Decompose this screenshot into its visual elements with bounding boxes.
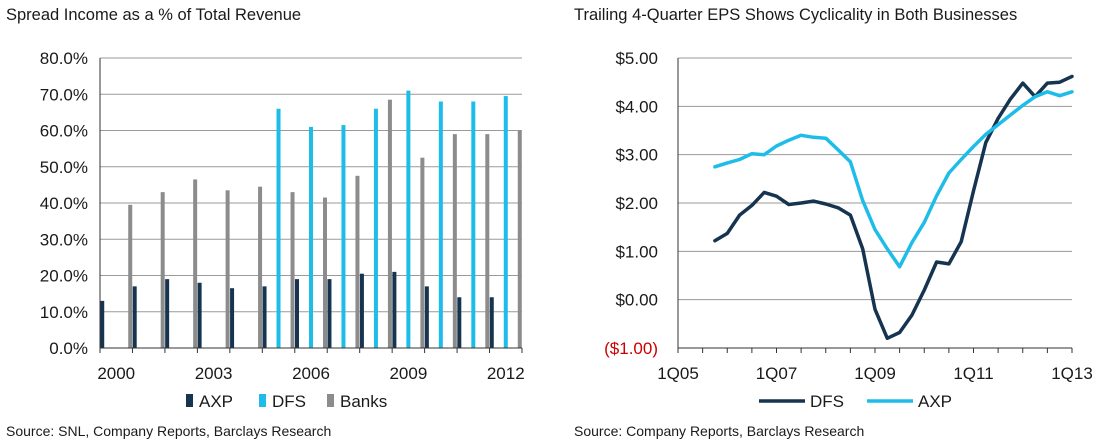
x-tick-label: 2000 (97, 364, 135, 383)
legend-label-axp: AXP (199, 392, 233, 411)
bar-axp (132, 286, 137, 348)
y-tick-label: $0.00 (615, 291, 658, 310)
x-tick-label: 1Q05 (657, 364, 699, 383)
bar-banks (225, 190, 230, 348)
eps-line-chart: ($1.00) $0.00 $1.00 $2.00 $3.00 $4.00 $5.00 1Q0… (604, 49, 1093, 411)
bar-axp (165, 279, 170, 348)
legend-swatch-axp (186, 394, 193, 407)
bar-axp (424, 286, 429, 348)
bar-banks (387, 99, 392, 348)
bar-banks (485, 134, 490, 348)
x-tick-label: 2006 (292, 364, 330, 383)
bar-banks (420, 157, 425, 348)
bar-dfs (341, 125, 346, 348)
x-tick-label: 1Q11 (953, 364, 993, 383)
bar-axp (230, 288, 235, 348)
bar-banks (355, 175, 360, 348)
y-tick-label: $5.00 (615, 49, 658, 68)
eps-chart-panel: Trailing 4-Quarter EPS Shows Cyclicality… (560, 0, 1109, 447)
bar-axp (262, 286, 267, 348)
chart-title-eps: Trailing 4-Quarter EPS Shows Cyclicality… (574, 6, 1018, 24)
y-tick-label: $3.00 (615, 146, 658, 165)
y-tick-label: 30.0% (40, 230, 88, 249)
series-line-dfs (713, 74, 1074, 341)
bar-dfs (471, 101, 476, 348)
bar-axp (392, 271, 397, 348)
y-tick-label: 80.0% (40, 49, 88, 68)
y-tick-label: 60.0% (40, 122, 88, 141)
y-tick-label: 20.0% (40, 267, 88, 286)
legend-label-banks: Banks (340, 392, 387, 411)
legend-swatch-dfs (259, 394, 266, 407)
y-tick-label: 10.0% (40, 303, 88, 322)
bar-banks (193, 179, 198, 348)
bar-banks (517, 130, 522, 348)
bar-dfs (373, 108, 378, 348)
y-tick-label: 40.0% (40, 194, 88, 213)
x-tick-label: 2003 (195, 364, 233, 383)
x-tick-label: 2012 (487, 364, 525, 383)
bar-axp (457, 297, 462, 348)
bar-axp (100, 300, 105, 348)
x-tick-label: 1Q07 (756, 364, 798, 383)
legend-label-axp: AXP (918, 392, 952, 411)
x-tick-label: 1Q13 (1051, 364, 1093, 383)
bar-axp (489, 297, 494, 348)
series-line-axp (713, 90, 1074, 269)
bar-axp (197, 282, 202, 348)
bar-dfs (406, 90, 411, 348)
legend-swatch-banks (327, 394, 334, 407)
bar-dfs (438, 101, 443, 348)
x-tick-label: 1Q09 (854, 364, 896, 383)
bar-banks (128, 204, 133, 348)
chart-source-spread-income: Source: SNL, Company Reports, Barclays R… (6, 423, 332, 439)
bar-axp (327, 279, 332, 348)
y-tick-label: ($1.00) (604, 339, 658, 358)
bar-dfs (503, 96, 508, 348)
y-tick-label: 0.0% (49, 339, 88, 358)
bar-banks (258, 186, 263, 348)
y-tick-label: 50.0% (40, 158, 88, 177)
chart-title-spread-income: Spread Income as a % of Total Revenue (6, 6, 302, 24)
bar-dfs (309, 126, 313, 348)
bar-banks (323, 197, 327, 348)
bar-axp (295, 279, 299, 348)
y-tick-label: $1.00 (615, 242, 658, 261)
y-tick-label: 70.0% (40, 85, 88, 104)
bar-axp (359, 273, 364, 348)
bar-banks (452, 134, 457, 348)
bar-banks (290, 192, 295, 348)
spread-income-chart-panel: Spread Income as a % of Total Revenue 0.… (6, 6, 525, 439)
bar-dfs (276, 108, 281, 348)
legend-label-dfs: DFS (810, 392, 844, 411)
x-tick-label: 2009 (389, 364, 427, 383)
spread-income-bar-chart: 0.0% 10.0% 20.0% 30.0% 40.0% 50.0% 60.0% 70.0% 8… (40, 49, 525, 411)
y-tick-label: $4.00 (615, 97, 658, 116)
legend-label-dfs: DFS (272, 392, 306, 411)
y-tick-label: $2.00 (615, 194, 658, 213)
bar-banks (160, 192, 165, 348)
chart-source-eps: Source: Company Reports, Barclays Resear… (574, 423, 865, 439)
